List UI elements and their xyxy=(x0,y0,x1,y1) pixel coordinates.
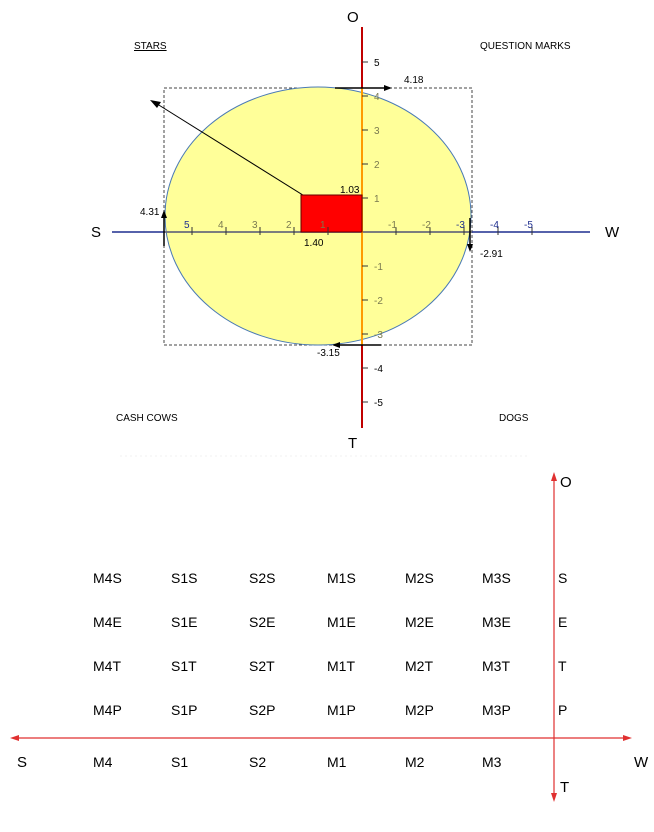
horizontal-tick-label: -2 xyxy=(422,220,431,231)
extent-label-top: 4.18 xyxy=(404,75,424,86)
horizontal-tick-label: -1 xyxy=(388,220,397,231)
matrix-cell: S2E xyxy=(249,614,275,630)
matrix-cell: S2 xyxy=(249,754,266,770)
matrix-axis-label-west: S xyxy=(17,754,27,771)
matrix-cell: S2P xyxy=(249,702,275,718)
matrix-cell: M4T xyxy=(93,658,121,674)
extent-arrow-right xyxy=(467,218,473,252)
vertical-tick-label: 4 xyxy=(374,92,380,103)
vertical-tick-label: 2 xyxy=(374,160,380,171)
matrix-cell: M3T xyxy=(482,658,510,674)
quadrant-label-stars: STARS xyxy=(134,41,167,52)
rectangle-height-label: 1.03 xyxy=(340,185,360,196)
vertical-ticks: 5 4 3 2 1 -1 -2 -3 -4 -5 xyxy=(362,58,383,409)
vertical-tick-label: -4 xyxy=(374,364,383,375)
horizontal-tick-label: -3 xyxy=(456,220,465,231)
horizontal-tick-label: 5 xyxy=(184,220,190,231)
extent-arrow-top xyxy=(335,85,392,91)
vertical-tick-label: 3 xyxy=(374,126,380,137)
matrix-cell: M2T xyxy=(405,658,433,674)
matrix-cell: M2 xyxy=(405,754,425,770)
vertical-tick-label: -5 xyxy=(374,398,383,409)
horizontal-ticks: 5 4 3 2 1 -1 -2 -3 -4 -5 xyxy=(184,220,533,235)
extent-label-left: 4.31 xyxy=(140,207,160,218)
matrix-cell: M1E xyxy=(327,614,356,630)
matrix-cell: M1S xyxy=(327,570,356,586)
axis-label-north: O xyxy=(347,9,359,26)
matrix-vertical-axis xyxy=(551,472,557,802)
axis-label-east: W xyxy=(605,224,620,241)
horizontal-tick-label: 4 xyxy=(218,220,224,231)
matrix-cell: M3S xyxy=(482,570,511,586)
vertical-tick-label: -1 xyxy=(374,262,383,273)
matrix-cell: S1P xyxy=(171,702,197,718)
horizontal-tick-label: 2 xyxy=(286,220,292,231)
axis-label-west: S xyxy=(91,224,101,241)
matrix-row-label: S xyxy=(558,570,567,586)
matrix-cell: M4P xyxy=(93,702,122,718)
rectangle-width-label: 1.40 xyxy=(304,238,324,249)
matrix-axis-label-south: T xyxy=(560,779,569,796)
matrix-cell: M3P xyxy=(482,702,511,718)
extent-arrow-left xyxy=(161,210,167,246)
vertical-tick-label: -2 xyxy=(374,296,383,307)
extent-arrow-bottom xyxy=(332,342,381,348)
matrix-cell: M1 xyxy=(327,754,347,770)
matrix-cell: M4 xyxy=(93,754,113,770)
horizontal-tick-label: 3 xyxy=(252,220,258,231)
matrix-cell: M4S xyxy=(93,570,122,586)
matrix-cell: M4E xyxy=(93,614,122,630)
matrix-row-label: P xyxy=(558,702,567,718)
matrix-axis-label-east: W xyxy=(634,754,649,771)
horizontal-tick-label: -5 xyxy=(524,220,533,231)
matrix-cell: M2S xyxy=(405,570,434,586)
matrix-cell: S1T xyxy=(171,658,197,674)
matrix-cell: M2P xyxy=(405,702,434,718)
horizontal-tick-label: 1 xyxy=(320,220,326,231)
vertical-tick-label: 1 xyxy=(374,194,380,205)
axis-label-south: T xyxy=(348,435,357,452)
matrix-row-label: T xyxy=(558,658,567,674)
matrix-cell: M2E xyxy=(405,614,434,630)
extent-label-right: -2.91 xyxy=(480,249,503,260)
extent-label-bottom: -3.15 xyxy=(317,348,340,359)
strength-rectangle xyxy=(300,194,363,233)
quadrant-label-dogs: DOGS xyxy=(499,413,529,424)
horizontal-tick-label: -4 xyxy=(490,220,499,231)
matrix-cell: S1S xyxy=(171,570,197,586)
matrix-cell: M3 xyxy=(482,754,502,770)
quadrant-label-question-marks: QUESTION MARKS xyxy=(480,41,571,52)
quadrant-label-cash-cows: CASH COWS xyxy=(116,413,178,424)
matrix-axis-label-north: O xyxy=(560,474,572,491)
matrix-cell: S1E xyxy=(171,614,197,630)
vertical-tick-label: 5 xyxy=(374,58,380,69)
matrix-row-label: E xyxy=(558,614,567,630)
vertical-tick-label: -3 xyxy=(374,330,383,341)
matrix-cell: S2T xyxy=(249,658,275,674)
matrix-cell: M3E xyxy=(482,614,511,630)
matrix-cell: S1 xyxy=(171,754,188,770)
matrix-cell: M1P xyxy=(327,702,356,718)
matrix-horizontal-axis xyxy=(10,735,632,741)
matrix-cell: S2S xyxy=(249,570,275,586)
matrix-cell: M1T xyxy=(327,658,355,674)
direction-vector-arrowhead xyxy=(150,100,161,108)
